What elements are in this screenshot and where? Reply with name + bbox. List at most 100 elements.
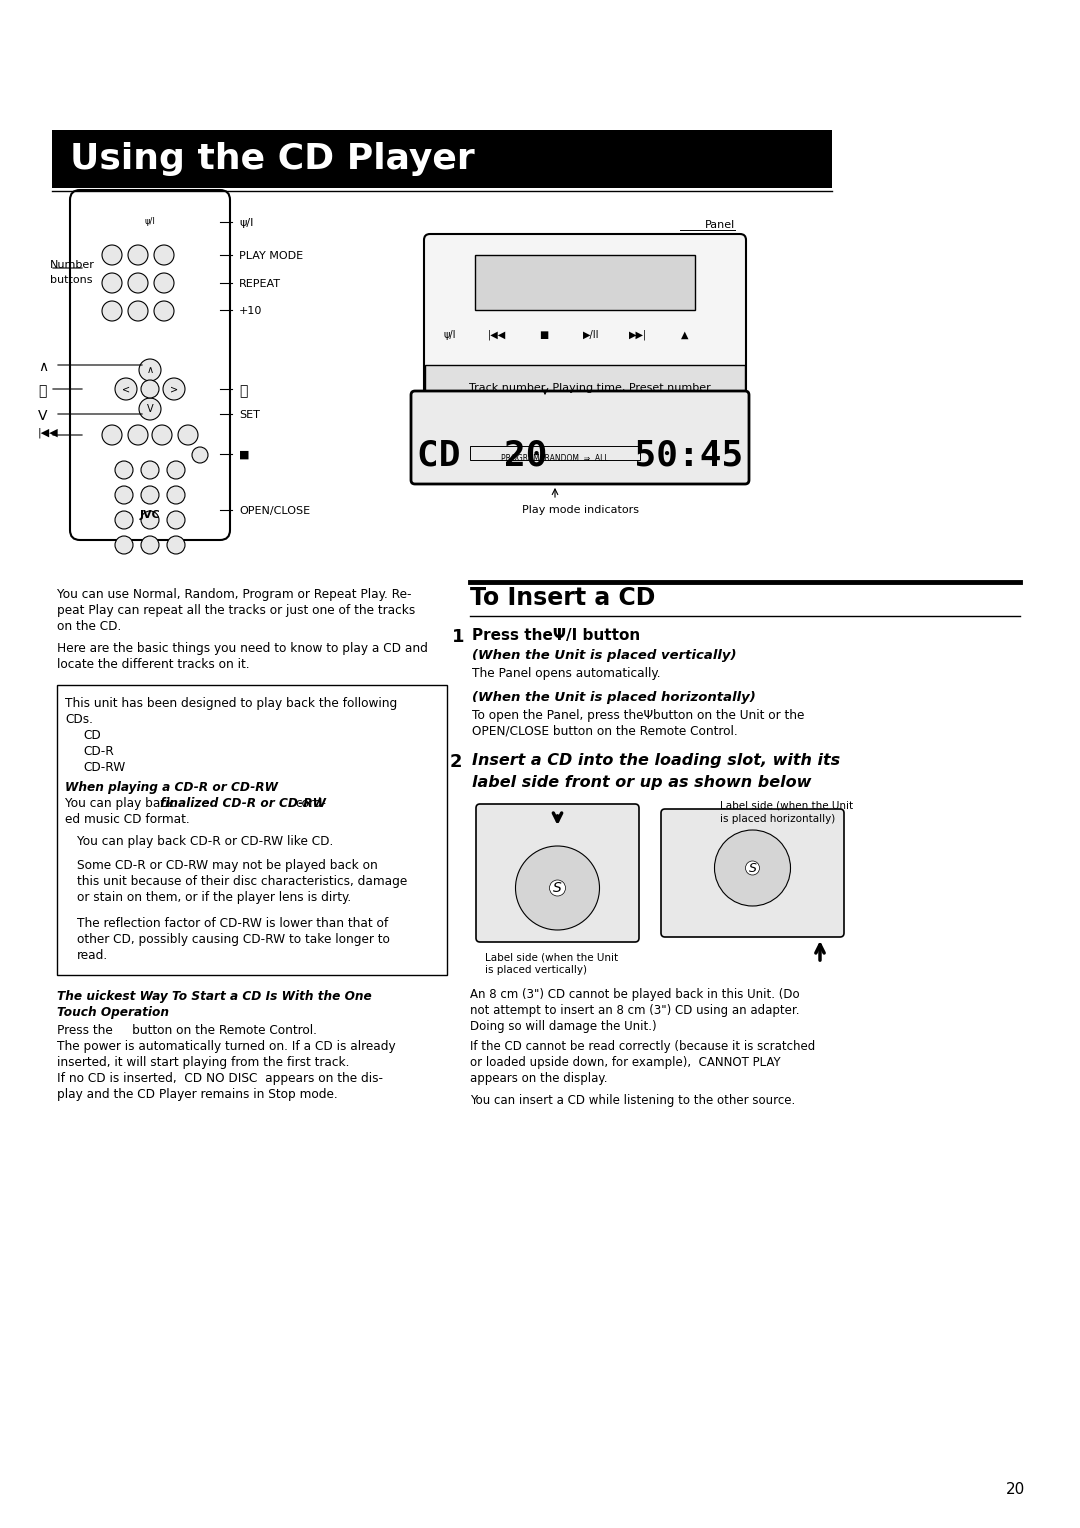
- Text: You can play back: You can play back: [65, 798, 178, 810]
- Text: ▲: ▲: [681, 330, 689, 341]
- Circle shape: [154, 301, 174, 321]
- Text: +10: +10: [239, 306, 262, 316]
- Text: Using the CD Player: Using the CD Player: [70, 142, 475, 176]
- Text: |◀◀: |◀◀: [488, 330, 507, 341]
- Circle shape: [141, 380, 159, 397]
- Bar: [52, 130, 832, 188]
- Text: You can use Normal, Random, Program or Repeat Play. Re-: You can use Normal, Random, Program or R…: [57, 588, 411, 601]
- Circle shape: [515, 847, 599, 931]
- Text: <: <: [122, 384, 130, 394]
- Bar: [475, 255, 696, 310]
- Circle shape: [102, 425, 122, 445]
- Text: >: >: [170, 384, 178, 394]
- Circle shape: [154, 274, 174, 293]
- Circle shape: [129, 244, 148, 264]
- Text: To open the Panel, press theΨbutton on the Unit or the: To open the Panel, press theΨbutton on t…: [472, 709, 805, 723]
- Text: is placed vertically): is placed vertically): [485, 966, 588, 975]
- Text: ■: ■: [539, 330, 549, 341]
- Text: S: S: [553, 882, 562, 895]
- Text: inserted, it will start playing from the first track.: inserted, it will start playing from the…: [57, 1056, 349, 1070]
- Circle shape: [167, 510, 185, 529]
- FancyBboxPatch shape: [476, 804, 639, 941]
- Text: ▶/II: ▶/II: [583, 330, 599, 341]
- Text: or stain on them, or if the player lens is dirty.: or stain on them, or if the player lens …: [77, 891, 351, 905]
- Circle shape: [141, 461, 159, 478]
- Bar: [470, 446, 640, 460]
- Text: The uickest Way To Start a CD Is With the One: The uickest Way To Start a CD Is With th…: [57, 990, 372, 1002]
- Text: You can insert a CD while listening to the other source.: You can insert a CD while listening to t…: [470, 1094, 795, 1106]
- Text: Track number, Playing time, Preset number: Track number, Playing time, Preset numbe…: [469, 384, 711, 393]
- Text: Label side (when the Unit: Label side (when the Unit: [485, 952, 618, 963]
- Text: ed music CD format.: ed music CD format.: [65, 813, 190, 827]
- FancyBboxPatch shape: [70, 189, 230, 539]
- Circle shape: [167, 461, 185, 478]
- Text: 1: 1: [453, 628, 464, 646]
- Circle shape: [167, 486, 185, 504]
- Text: Panel: Panel: [705, 220, 735, 231]
- Circle shape: [141, 486, 159, 504]
- Text: or loaded upside down, for example),  CANNOT PLAY: or loaded upside down, for example), CAN…: [470, 1056, 781, 1070]
- Text: JVC: JVC: [139, 510, 160, 520]
- Circle shape: [129, 301, 148, 321]
- Text: CDs.: CDs.: [65, 714, 93, 726]
- Text: When playing a CD-R or CD-RW: When playing a CD-R or CD-RW: [65, 781, 278, 795]
- Text: (When the Unit is placed horizontally): (When the Unit is placed horizontally): [472, 691, 756, 704]
- Text: REPEAT: REPEAT: [239, 280, 281, 289]
- Text: OPEN/CLOSE: OPEN/CLOSE: [239, 506, 310, 516]
- FancyBboxPatch shape: [424, 234, 746, 396]
- Text: This unit has been designed to play back the following: This unit has been designed to play back…: [65, 697, 397, 711]
- Circle shape: [178, 425, 198, 445]
- Text: is placed horizontally): is placed horizontally): [720, 814, 835, 824]
- Text: Insert a CD into the loading slot, with its: Insert a CD into the loading slot, with …: [472, 753, 840, 769]
- Text: S: S: [748, 862, 756, 874]
- Circle shape: [141, 510, 159, 529]
- Text: Touch Operation: Touch Operation: [57, 1005, 168, 1019]
- Text: To Insert a CD: To Insert a CD: [470, 587, 656, 610]
- Circle shape: [102, 244, 122, 264]
- Bar: [426, 365, 745, 396]
- Text: |◀◀: |◀◀: [38, 428, 58, 439]
- Circle shape: [715, 830, 791, 906]
- Text: ∧: ∧: [147, 365, 153, 374]
- Text: If the CD cannot be read correctly (because it is scratched: If the CD cannot be read correctly (beca…: [470, 1041, 815, 1053]
- Text: An 8 cm (3") CD cannot be played back in this Unit. (Do: An 8 cm (3") CD cannot be played back in…: [470, 989, 799, 1001]
- Circle shape: [139, 397, 161, 420]
- Circle shape: [154, 244, 174, 264]
- Circle shape: [139, 359, 161, 380]
- Text: Press the     button on the Remote Control.: Press the button on the Remote Control.: [57, 1024, 316, 1038]
- FancyBboxPatch shape: [661, 808, 843, 937]
- Text: not attempt to insert an 8 cm (3") CD using an adapter.: not attempt to insert an 8 cm (3") CD us…: [470, 1004, 799, 1018]
- Text: cord-: cord-: [295, 798, 326, 810]
- Text: PLAY MODE: PLAY MODE: [239, 251, 303, 261]
- Text: CD-R: CD-R: [83, 746, 113, 758]
- Text: other CD, possibly causing CD-RW to take longer to: other CD, possibly causing CD-RW to take…: [77, 934, 390, 946]
- Text: CD-RW: CD-RW: [83, 761, 125, 775]
- Text: ∧: ∧: [38, 361, 49, 374]
- Bar: [57, 685, 447, 975]
- Text: V: V: [147, 403, 153, 414]
- Text: PROGRAM  RANDOM  ⇒  ALL: PROGRAM RANDOM ⇒ ALL: [501, 454, 609, 463]
- Text: You can play back CD-R or CD-RW like CD.: You can play back CD-R or CD-RW like CD.: [77, 834, 334, 848]
- Text: The power is automatically turned on. If a CD is already: The power is automatically turned on. If…: [57, 1041, 395, 1053]
- Text: CD  20    50:45: CD 20 50:45: [417, 439, 743, 472]
- Text: Press theΨ/I button: Press theΨ/I button: [472, 628, 640, 643]
- Circle shape: [129, 425, 148, 445]
- Text: Here are the basic things you need to know to play a CD and: Here are the basic things you need to kn…: [57, 642, 428, 656]
- Text: SET: SET: [239, 410, 260, 420]
- Text: ψ/I: ψ/I: [239, 219, 254, 228]
- Text: ψ/I: ψ/I: [145, 217, 156, 226]
- Text: V: V: [38, 410, 48, 423]
- Circle shape: [129, 274, 148, 293]
- Circle shape: [167, 536, 185, 555]
- Text: ■: ■: [239, 451, 249, 460]
- Text: 20: 20: [1005, 1482, 1025, 1497]
- Text: 〉: 〉: [239, 384, 247, 397]
- Text: 2: 2: [450, 753, 462, 772]
- Circle shape: [114, 536, 133, 555]
- Text: appears on the display.: appears on the display.: [470, 1073, 607, 1085]
- Text: label side front or up as shown below: label side front or up as shown below: [472, 775, 811, 790]
- Text: read.: read.: [77, 949, 108, 963]
- Text: Number: Number: [50, 260, 95, 270]
- Text: The Panel opens automatically.: The Panel opens automatically.: [472, 668, 661, 680]
- Text: this unit because of their disc characteristics, damage: this unit because of their disc characte…: [77, 876, 407, 888]
